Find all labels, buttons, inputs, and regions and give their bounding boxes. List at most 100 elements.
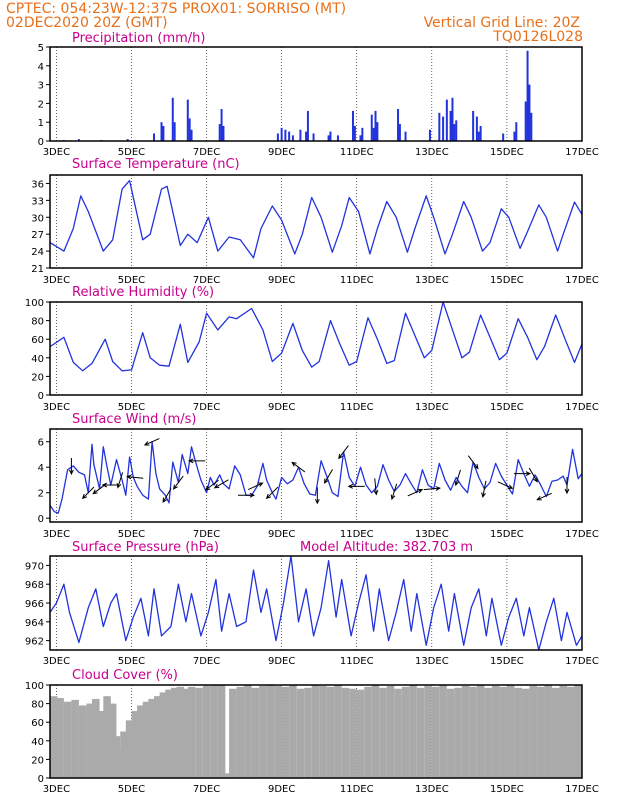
x-tick-label: 15DEC: [490, 529, 524, 540]
x-tick-label: 13DEC: [415, 656, 449, 667]
bar: [311, 685, 320, 778]
panel-frame: [49, 684, 583, 779]
header-run-id: TQ0126L028: [492, 29, 583, 45]
bar: [454, 687, 462, 778]
bar: [202, 685, 211, 778]
bar: [280, 127, 283, 141]
y-tick-label: 27: [31, 230, 44, 241]
wind-arrow: [347, 483, 365, 489]
wind-arrow: [454, 469, 461, 487]
x-tick-label: 3DEC: [43, 275, 70, 286]
plot-area: [62, 50, 533, 141]
y-tick-label: 21: [31, 264, 44, 275]
wind-arrow: [116, 472, 124, 489]
x-tick-label: 11DEC: [340, 275, 374, 286]
wind-arrow: [528, 467, 538, 483]
y-tick-label: 962: [25, 637, 44, 648]
bar: [475, 116, 478, 141]
bar: [446, 688, 455, 778]
bar: [251, 687, 260, 778]
y-tick-label: 964: [25, 618, 44, 629]
wind-arrow: [497, 481, 514, 489]
x-tick-label: 5DEC: [118, 275, 145, 286]
panel-frame: [49, 428, 583, 523]
bar: [77, 139, 80, 141]
bar: [371, 685, 380, 778]
x-tick-label: 15DEC: [490, 275, 524, 286]
y-tick-label: 970: [25, 561, 44, 572]
x-tick-label: 5DEC: [118, 529, 145, 540]
panel-annotation: Model Altitude: 382.703 m: [300, 540, 473, 555]
bar: [56, 698, 64, 778]
wind-arrow: [481, 480, 487, 499]
x-tick-label: 3DEC: [43, 402, 70, 413]
series-line: [50, 179, 582, 259]
bar: [291, 135, 294, 141]
x-tick-label: 17DEC: [565, 147, 599, 158]
wind-arrow: [101, 482, 119, 488]
x-tick-label: 7DEC: [193, 656, 220, 667]
header-line1: CPTEC: 054:23W-12:37S PROX01: SORRISO (M…: [6, 1, 346, 17]
bar: [428, 129, 431, 141]
bar: [359, 135, 362, 141]
bar: [131, 711, 139, 778]
bar: [176, 686, 185, 778]
wind-arrow: [81, 486, 95, 500]
x-tick-label: 11DEC: [340, 529, 374, 540]
bar: [229, 688, 237, 778]
bar: [431, 686, 440, 778]
bar: [162, 125, 165, 141]
x-tick-label: 9DEC: [268, 529, 295, 540]
bar: [336, 135, 339, 141]
wind-arrow: [247, 482, 264, 490]
y-tick-label: 0: [38, 137, 44, 148]
wind-arrow: [188, 458, 206, 464]
panel-frame: [49, 174, 583, 269]
bar: [491, 685, 500, 778]
bar: [86, 703, 94, 778]
bar: [353, 125, 356, 141]
x-tick-label: 7DEC: [193, 402, 220, 413]
bar: [438, 112, 441, 141]
bar: [566, 686, 575, 778]
x-tick-label: 7DEC: [193, 147, 220, 158]
bar: [453, 124, 456, 141]
y-tick-label: 0: [38, 774, 44, 785]
bar: [165, 689, 173, 778]
x-tick-label: 5DEC: [118, 784, 145, 795]
bar: [160, 122, 163, 141]
bar: [187, 686, 196, 778]
bar: [461, 685, 470, 778]
wind-arrow: [536, 492, 552, 501]
bar: [455, 120, 458, 141]
y-tick-label: 40: [31, 354, 44, 365]
bar: [397, 109, 400, 141]
bar: [514, 687, 522, 778]
y-tick-label: 100: [25, 298, 44, 309]
bar: [171, 97, 174, 141]
wind-arrow: [467, 455, 479, 470]
panel-precip: Precipitation (mm/h) 3DEC 5DEC 7DEC 9DEC 11DE…: [38, 31, 599, 158]
bar: [126, 139, 129, 141]
bar: [182, 688, 190, 778]
wind-arrow: [513, 471, 532, 476]
y-tick-label: 20: [31, 755, 44, 766]
wind-arrow: [265, 486, 279, 500]
bar: [449, 110, 452, 141]
bar: [259, 685, 267, 778]
x-tick-label: 3DEC: [43, 147, 70, 158]
bar: [329, 131, 332, 141]
bar: [424, 685, 432, 778]
wind-arrow: [564, 477, 570, 495]
x-tick-label: 11DEC: [340, 656, 374, 667]
bar: [152, 133, 155, 141]
bar: [544, 685, 552, 778]
wind-arrow: [213, 479, 229, 489]
bar: [190, 129, 193, 141]
y-tick-label: 80: [31, 700, 44, 711]
y-tick-label: 60: [31, 718, 44, 729]
panel-title: Surface Temperature (nC): [72, 157, 240, 172]
panel-title: Cloud Cover (%): [72, 668, 178, 683]
bar: [529, 685, 537, 778]
bar: [319, 685, 327, 778]
